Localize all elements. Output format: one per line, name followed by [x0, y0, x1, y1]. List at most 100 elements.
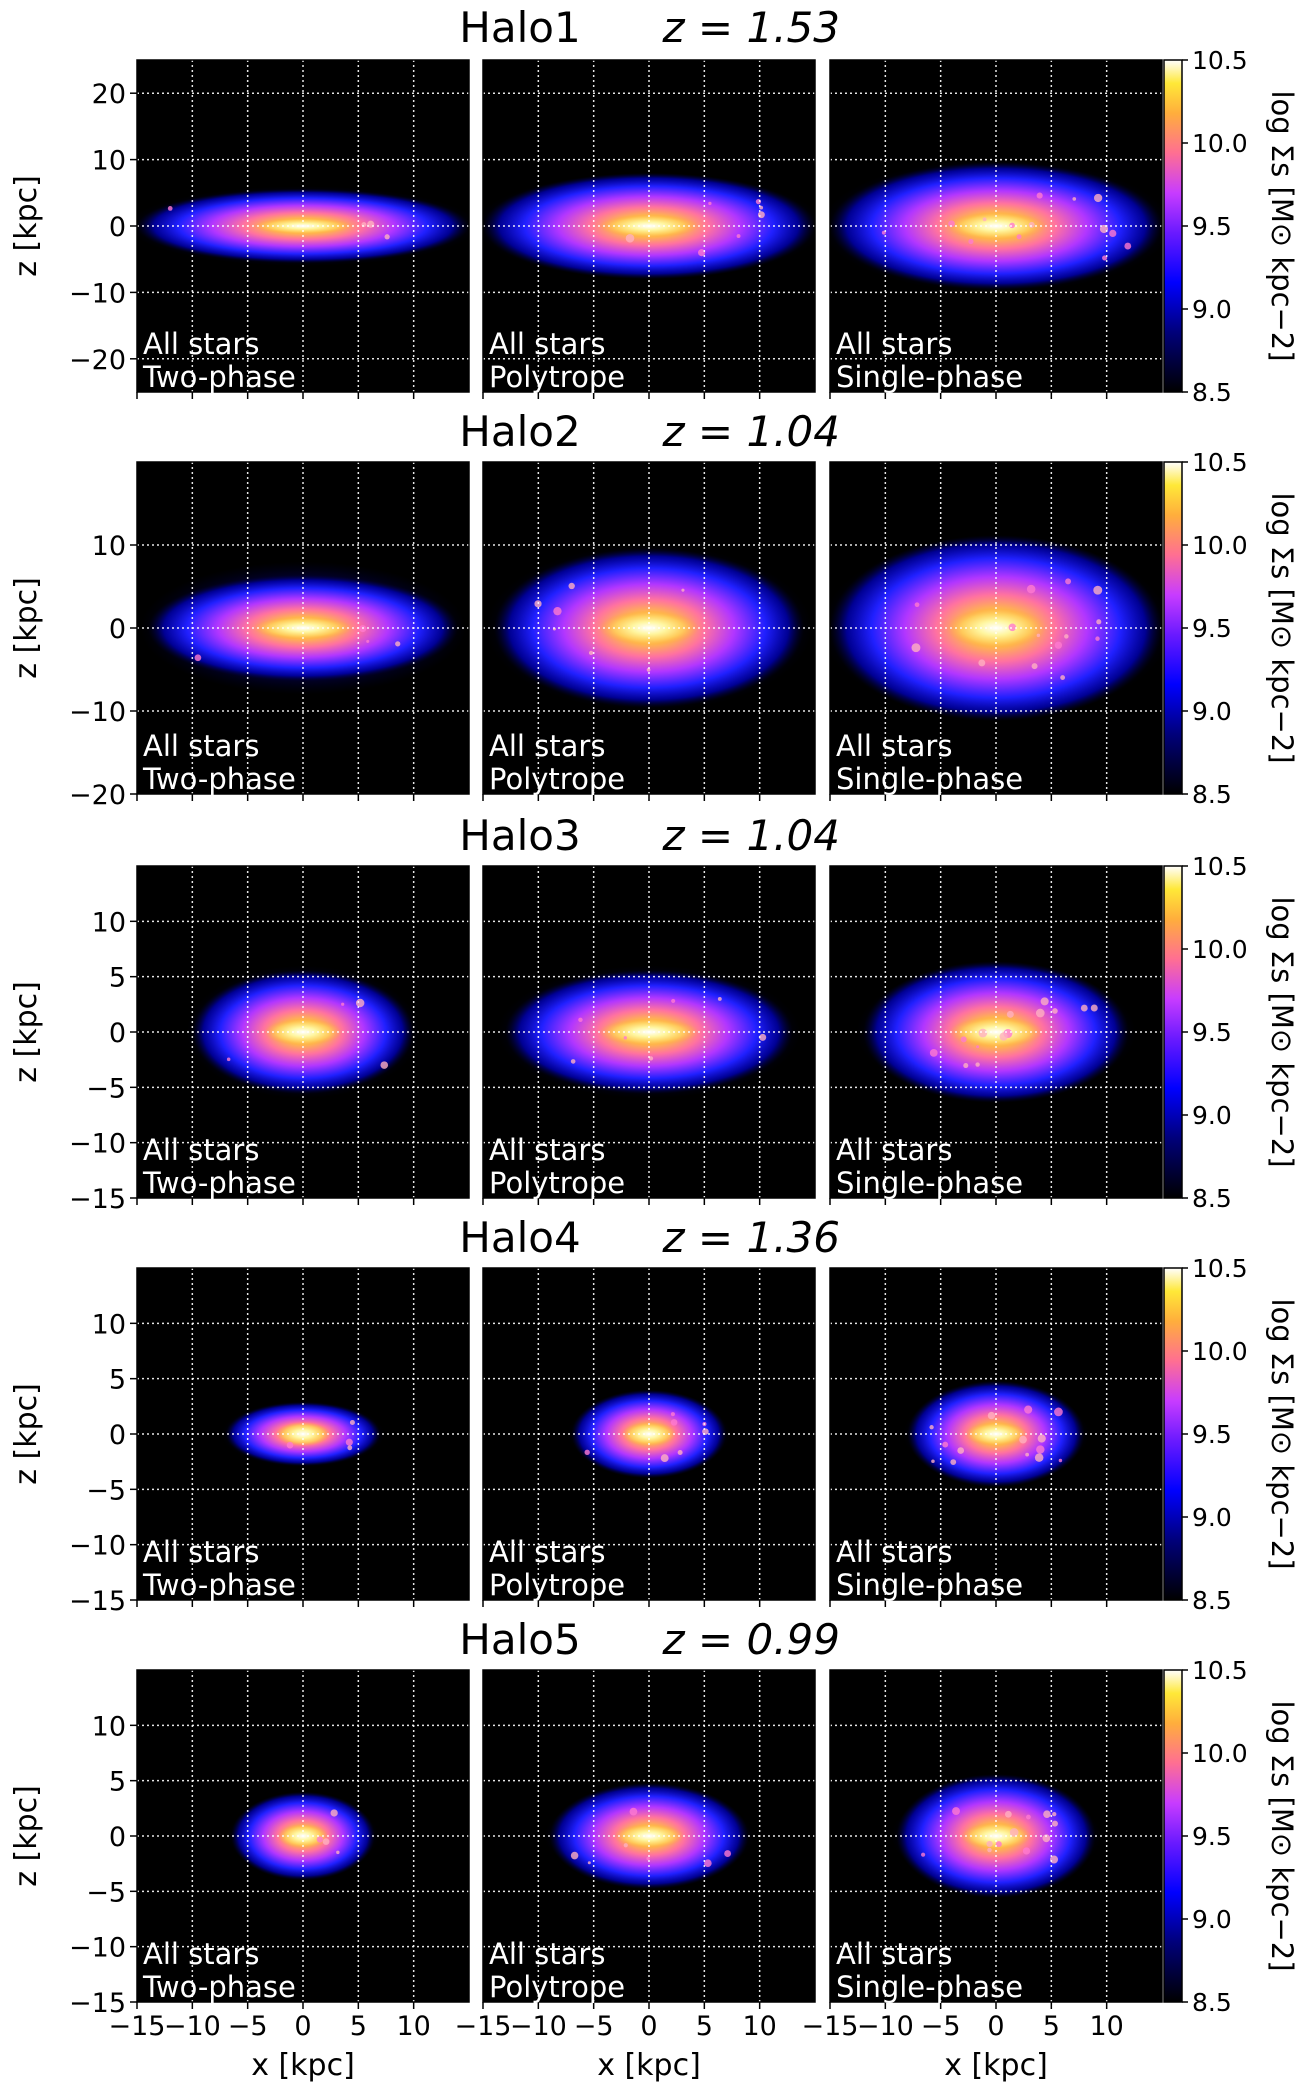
- grid: [830, 1670, 1162, 2002]
- colorbar: 8.5 9.0 9.5 10.0 10.5 log Σs [M⊙ kpc−2]: [1163, 1656, 1299, 2017]
- star-clump: [1026, 584, 1036, 594]
- star-clump: [982, 217, 987, 222]
- colorbar-tick-label: 8.5: [1192, 780, 1232, 809]
- colorbar: 8.5 9.0 9.5 10.0 10.5 log Σs [M⊙ kpc−2]: [1163, 1254, 1299, 1615]
- x-tick-label: −5: [574, 2011, 614, 2042]
- y-tick-label: −15: [69, 1184, 126, 1215]
- colorbar-tick-label: 9.0: [1192, 697, 1232, 726]
- panel-frame: [829, 865, 1163, 1199]
- y-tick-label: 0: [109, 1420, 126, 1451]
- panel-label-model: Single-phase: [836, 1568, 1023, 1602]
- colorbar-gradient: [1163, 1267, 1183, 1601]
- star-clump: [1096, 619, 1102, 625]
- star-clump: [950, 1459, 957, 1466]
- panel-label-model: Polytrope: [489, 360, 625, 394]
- grid: [483, 1268, 815, 1600]
- y-tick-label: 10: [92, 907, 126, 938]
- panel-label-sample: All stars: [836, 1937, 952, 1971]
- x-tick-label: −10: [164, 2011, 221, 2042]
- star-clump: [960, 1036, 967, 1043]
- y-tick-label: −5: [86, 1475, 126, 1506]
- star-clump: [570, 1851, 579, 1860]
- y-tick-label: 0: [109, 212, 126, 243]
- star-clump: [1006, 1010, 1014, 1018]
- y-tick-label: 0: [109, 1822, 126, 1853]
- row-redshift: z = 0.99: [662, 1615, 840, 1664]
- star-clump: [986, 1840, 993, 1848]
- y-axis-label: z [kpc]: [9, 1785, 44, 1887]
- y-tick-label: −20: [69, 780, 126, 811]
- y-axis-label: z [kpc]: [9, 981, 44, 1083]
- colorbar-tick-label: 9.0: [1192, 1503, 1232, 1532]
- grid: [830, 1268, 1162, 1600]
- star-clump: [629, 1807, 638, 1816]
- colorbar-tick-label: 9.5: [1192, 614, 1232, 643]
- star-clump: [1052, 1812, 1057, 1817]
- y-tick-label: −15: [69, 1988, 126, 2019]
- star-clump: [1026, 1814, 1031, 1820]
- colorbar-tick-label: 9.5: [1192, 1420, 1232, 1449]
- row-title: Halo4: [459, 1213, 580, 1262]
- colorbar-tick-label: 9.0: [1192, 1101, 1232, 1130]
- colorbar-gradient: [1163, 461, 1183, 795]
- star-clump: [911, 643, 921, 653]
- grid: [830, 866, 1162, 1198]
- star-clump: [1034, 1453, 1044, 1462]
- star-clump: [623, 1036, 627, 1040]
- panel-label-model: Polytrope: [489, 762, 625, 796]
- colorbar-label: log Σs [M⊙ kpc−2]: [1265, 896, 1299, 1167]
- panel-label-sample: All stars: [143, 1133, 259, 1167]
- star-clump: [698, 249, 706, 257]
- panel-label-sample: All stars: [836, 327, 952, 361]
- star-clump: [921, 1852, 926, 1857]
- star-clump: [1004, 1810, 1012, 1818]
- colorbar-tick-label: 10.0: [1192, 935, 1248, 964]
- star-clump: [929, 1048, 938, 1057]
- star-clump: [1054, 1407, 1063, 1417]
- panel-label-model: Polytrope: [489, 1970, 625, 2004]
- star-clump: [1009, 1828, 1019, 1837]
- star-clump: [978, 1028, 988, 1038]
- star-clump: [553, 606, 562, 616]
- star-clump: [717, 996, 722, 1001]
- row-redshift: z = 1.04: [662, 811, 840, 860]
- panel-label-sample: All stars: [143, 1937, 259, 1971]
- panel-label-model: Two-phase: [142, 1568, 296, 1602]
- panel-frame: [482, 865, 816, 1199]
- star-clump: [1043, 1810, 1051, 1818]
- colorbar-tick-label: 10.5: [1192, 1656, 1248, 1685]
- star-clump: [1028, 221, 1035, 228]
- y-tick-label: 20: [92, 79, 126, 110]
- star-clump: [724, 1850, 732, 1858]
- x-tick-label: 5: [1043, 2011, 1060, 2042]
- star-clump: [587, 1861, 591, 1865]
- x-tick-label: −15: [455, 2011, 512, 2042]
- colorbar-tick-label: 10.0: [1192, 129, 1248, 158]
- colorbar-tick-label: 10.5: [1192, 448, 1248, 477]
- row-title: Halo2: [459, 407, 580, 456]
- star-clump: [999, 1032, 1008, 1041]
- star-clump: [1008, 623, 1017, 632]
- star-clump: [1042, 1834, 1051, 1843]
- star-clump: [1052, 1008, 1058, 1014]
- star-clump: [1080, 1004, 1088, 1012]
- star-clump: [963, 1063, 969, 1069]
- grid: [137, 866, 469, 1198]
- star-clump: [570, 1059, 576, 1064]
- panel-frame: [482, 461, 816, 795]
- star-clump: [968, 238, 974, 245]
- y-tick-label: −10: [69, 1933, 126, 1964]
- colorbar-gradient: [1163, 59, 1183, 393]
- star-clump: [568, 582, 575, 590]
- y-tick-label: 0: [109, 614, 126, 645]
- x-tick-label: 10: [396, 2011, 430, 2042]
- colorbar: 8.5 9.0 9.5 10.0 10.5 log Σs [M⊙ kpc−2]: [1163, 448, 1299, 809]
- colorbar-tick-label: 10.0: [1192, 531, 1248, 560]
